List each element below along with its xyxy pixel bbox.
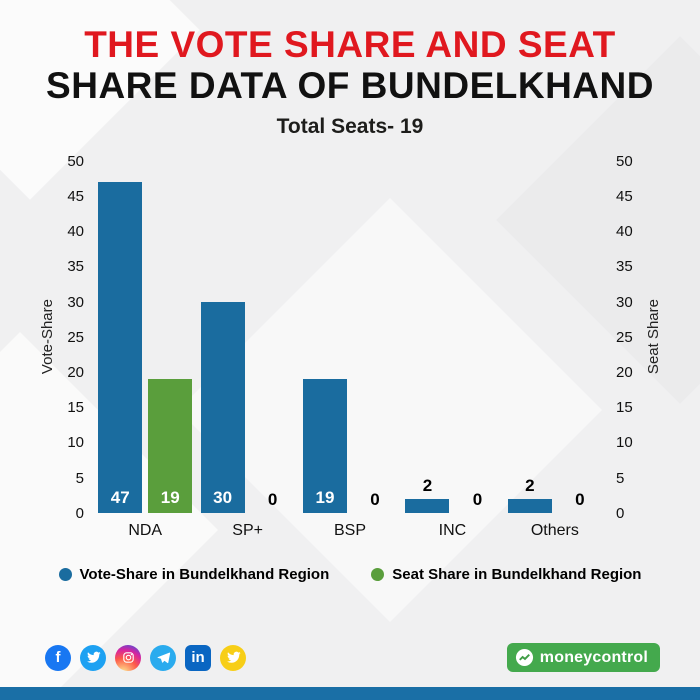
bar-value-label: 2 xyxy=(422,475,433,495)
bottom-strip xyxy=(0,687,700,700)
y-axis-tick: 5 xyxy=(75,469,84,487)
y-axis-tick: 40 xyxy=(616,223,633,241)
chart: Vote-Share 0 5 10 15 20 25 30 35 40 45 50 47 19 30 0 1… xyxy=(36,153,664,522)
telegram-icon[interactable] xyxy=(150,644,176,671)
bar-group-spplus: 30 0 xyxy=(196,161,298,513)
y-axis-tick: 45 xyxy=(616,188,633,206)
legend-label-seat-share: Seat Share in Bundelkhand Region xyxy=(392,565,642,583)
x-axis-label-bsp: BSP xyxy=(334,521,367,539)
bar-group-nda: 47 19 xyxy=(94,161,196,513)
legend-dot-blue-icon xyxy=(58,567,72,581)
bar-cell: 0 xyxy=(558,490,602,513)
social-icons: f in xyxy=(45,644,246,671)
bar-cell: 0 xyxy=(353,490,397,513)
y-axis-ticks-right: 0 5 10 15 20 25 30 35 40 45 50 xyxy=(606,153,642,522)
bar-value-label: 47 xyxy=(110,487,130,507)
legend-label-vote-share: Vote-Share in Bundelkhand Region xyxy=(79,565,330,583)
y-axis-tick: 5 xyxy=(616,469,625,487)
bar-group-bsp: 19 0 xyxy=(299,161,401,513)
legend-item-seat-share: Seat Share in Bundelkhand Region xyxy=(371,566,641,583)
y-axis-right: Seat Share xyxy=(642,161,664,513)
bar-vote-share-spplus: 30 xyxy=(200,301,245,513)
facebook-glyph: f xyxy=(55,649,61,666)
bar-value-label: 2 xyxy=(525,475,535,495)
chart-subtitle: Total Seats- 19 xyxy=(276,114,424,138)
bar-value-label: 0 xyxy=(472,489,483,509)
instagram-icon[interactable] xyxy=(115,644,141,671)
bar-cell: 2 xyxy=(405,475,450,513)
moneycontrol-logo[interactable]: moneycontrol xyxy=(506,643,660,672)
y-axis-tick: 20 xyxy=(616,364,633,382)
bar-value-label: 0 xyxy=(370,489,380,509)
y-axis-tick: 0 xyxy=(75,504,84,522)
x-axis-labels: NDA SP+ BSP INC Others xyxy=(94,522,606,540)
bar-value-label: 30 xyxy=(213,487,233,507)
bar-vote-share-bsp: 19 xyxy=(303,379,348,513)
y-axis-ticks-left: 0 5 10 15 20 25 30 35 40 45 50 xyxy=(58,153,94,522)
bar-cell: 30 xyxy=(200,301,245,513)
bar-cell: 2 xyxy=(507,475,552,513)
x-axis-label-nda: NDA xyxy=(128,521,163,539)
facebook-icon[interactable]: f xyxy=(45,644,71,671)
y-axis-label-right: Seat Share xyxy=(644,299,662,375)
x-axis-label-inc: INC xyxy=(438,521,467,539)
legend-item-vote-share: Vote-Share in Bundelkhand Region xyxy=(58,565,330,583)
koo-icon[interactable] xyxy=(220,644,246,671)
moneycontrol-emblem-icon xyxy=(515,648,533,667)
bar-value-label: 19 xyxy=(160,487,180,507)
page-title-line1: THE VOTE SHARE AND SEAT xyxy=(84,24,616,65)
footer: f in moneycontro xyxy=(45,643,660,672)
y-axis-tick: 35 xyxy=(67,258,84,276)
bar-cell: 0 xyxy=(251,490,295,513)
y-axis-tick: 25 xyxy=(67,328,84,346)
linkedin-glyph: in xyxy=(191,649,205,666)
y-axis-left: Vote-Share xyxy=(36,161,58,513)
bar-value-label: 0 xyxy=(575,489,585,509)
y-axis-tick: 20 xyxy=(67,364,84,382)
y-axis-tick: 15 xyxy=(616,399,633,417)
bar-value-label: 0 xyxy=(267,489,278,509)
bar-cell: 19 xyxy=(303,379,348,513)
bar-vote-share-inc xyxy=(405,498,450,513)
bar-value-label: 19 xyxy=(315,487,335,507)
header: THE VOTE SHARE AND SEAT SHARE DATA OF BU… xyxy=(0,0,700,139)
legend: Vote-Share in Bundelkhand Region Seat Sh… xyxy=(0,566,700,583)
y-axis-tick: 35 xyxy=(616,258,633,276)
x-axis-label-others: Others xyxy=(530,521,579,539)
bar-seat-share-nda: 19 xyxy=(148,379,193,513)
y-axis-tick: 30 xyxy=(616,293,633,311)
x-axis-label-spplus: SP+ xyxy=(232,521,263,539)
bar-cell: 0 xyxy=(455,490,499,513)
legend-dot-green-icon xyxy=(371,567,385,581)
y-axis-tick: 50 xyxy=(67,152,84,170)
twitter-icon[interactable] xyxy=(80,644,106,671)
y-axis-tick: 45 xyxy=(67,188,84,206)
y-axis-tick: 30 xyxy=(67,293,84,311)
moneycontrol-wordmark: moneycontrol xyxy=(539,648,648,666)
plot-area: 47 19 30 0 19 0 2 0 2 0 xyxy=(94,161,606,513)
y-axis-label-left: Vote-Share xyxy=(38,299,56,375)
bar-cell: 19 xyxy=(148,379,193,513)
y-axis-tick: 15 xyxy=(67,399,84,417)
linkedin-icon[interactable]: in xyxy=(185,644,211,671)
bar-vote-share-nda: 47 xyxy=(98,182,143,513)
y-axis-tick: 25 xyxy=(616,328,633,346)
bar-vote-share-others xyxy=(507,498,552,513)
y-axis-tick: 10 xyxy=(67,434,84,452)
bar-cell: 47 xyxy=(98,182,143,513)
y-axis-tick: 40 xyxy=(67,223,84,241)
page-title-line2: SHARE DATA OF BUNDELKHAND xyxy=(46,65,654,107)
y-axis-tick: 10 xyxy=(616,434,633,452)
y-axis-tick: 0 xyxy=(616,504,625,522)
y-axis-tick: 50 xyxy=(616,152,633,170)
